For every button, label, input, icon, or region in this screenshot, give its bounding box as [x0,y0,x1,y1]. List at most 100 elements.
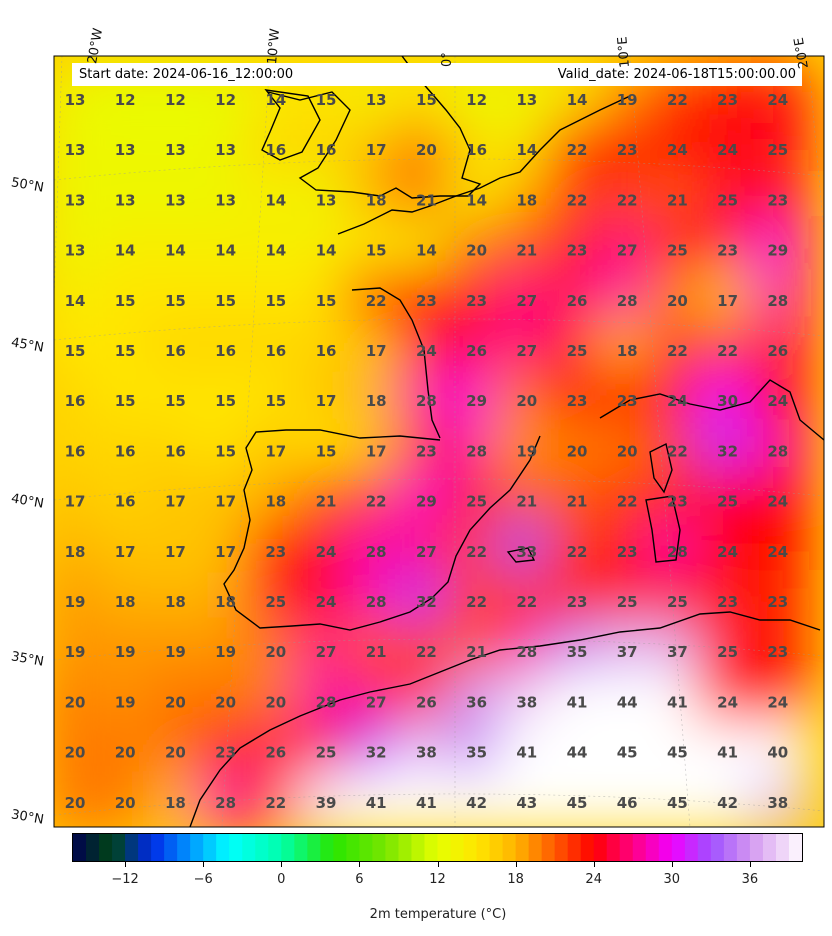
temperature-value: 16 [316,342,337,360]
colorbar-step [450,834,465,861]
temperature-value: 13 [115,141,136,159]
temperature-value: 20 [115,794,136,812]
temperature-value: 19 [65,643,86,661]
temperature-value: 19 [516,442,537,460]
temperature-value: 15 [416,91,437,109]
temperature-value: 26 [767,342,788,360]
temperature-value: 16 [165,442,186,460]
temperature-value: 15 [65,342,86,360]
colorbar-step [541,834,556,861]
temperature-value: 18 [366,392,387,410]
temperature-value: 18 [215,593,236,611]
temperature-value: 25 [667,593,688,611]
temperature-value: 19 [617,91,638,109]
colorbar-step [255,834,269,861]
temperature-value: 24 [416,342,437,360]
field-cell [746,770,809,827]
colorbar-step [333,834,347,861]
temperature-value: 18 [617,342,638,360]
temperature-value: 22 [667,442,688,460]
temperature-value: 20 [165,693,186,711]
colorbar-step [697,834,712,861]
temperature-value: 41 [667,693,688,711]
temperature-value: 27 [516,342,537,360]
colorbar-tick-label: −12 [111,872,139,887]
colorbar-gradient [73,834,803,861]
temperature-value: 14 [65,292,86,310]
colorbar-tickmark [515,862,517,867]
temperature-value: 25 [316,744,337,762]
temperature-value: 28 [366,593,387,611]
header-box [72,63,802,86]
temperature-value: 18 [265,493,286,511]
africa-coast [189,611,821,827]
temperature-value: 22 [717,342,738,360]
temperature-value: 17 [316,392,337,410]
temperature-value: 41 [717,744,738,762]
temperature-value: 24 [717,543,738,561]
temperature-value: 24 [316,593,337,611]
temperature-value: 36 [466,693,487,711]
temperature-value: 45 [617,744,638,762]
temperature-value: 25 [466,493,487,511]
temperature-value: 28 [215,794,236,812]
temperature-value: 19 [115,693,136,711]
temperature-value: 16 [115,493,136,511]
temperature-value: 29 [767,242,788,260]
temperature-value: 28 [767,292,788,310]
colorbar-step [125,834,139,861]
temperature-value: 23 [767,191,788,209]
colorbar-step [177,834,191,861]
temperature-value: 13 [215,191,236,209]
temperature-value: 21 [516,242,537,260]
temperature-value: 22 [466,593,487,611]
lon-label-10w: 10°W [265,27,284,65]
temperature-value: 18 [65,543,86,561]
temperature-value: 24 [767,543,788,561]
temperature-value: 15 [115,342,136,360]
colorbar-step [567,834,582,861]
sardinia [645,495,681,563]
temperature-value: 22 [617,493,638,511]
colorbar-step [489,834,504,861]
colorbar-tickmark [593,862,595,867]
colorbar-tick-label: 18 [507,872,524,887]
colorbar-tickmark [359,862,361,867]
temperature-value: 33 [516,543,537,561]
temperature-values: 13 12 12 12 14 15 13 15 12 13 14 19 22 23 24 13 13 13 13 16… [65,91,789,812]
temperature-value: 12 [165,91,186,109]
temperature-value: 21 [366,643,387,661]
temperature-value: 20 [516,392,537,410]
temperature-value: 17 [717,292,738,310]
temperature-value: 41 [516,744,537,762]
colorbar-step [671,834,686,861]
temperature-value: 39 [316,794,337,812]
temperature-value: 14 [215,242,236,260]
temperature-value: 24 [767,493,788,511]
ireland-coast [261,89,321,161]
france-coast [337,95,631,439]
colorbar-step [775,834,790,861]
temperature-value: 13 [316,191,337,209]
temperature-value: 15 [366,242,387,260]
temperature-value: 25 [717,493,738,511]
temperature-value: 13 [65,242,86,260]
temperature-value: 22 [567,141,588,159]
temperature-value: 21 [667,191,688,209]
temperature-value: 13 [65,191,86,209]
temperature-value: 17 [65,493,86,511]
colorbar-step [112,834,126,861]
temperature-value: 18 [115,593,136,611]
colorbar-step [216,834,230,861]
temperature-value: 20 [265,693,286,711]
temperature-value: 41 [366,794,387,812]
temperature-value: 26 [416,693,437,711]
temperature-value: 28 [466,442,487,460]
temperature-value: 22 [667,91,688,109]
temperature-value: 20 [65,693,86,711]
temperature-value: 29 [416,493,437,511]
temperature-value: 13 [165,191,186,209]
colorbar-tickmark [125,862,127,867]
temperature-value: 22 [617,191,638,209]
